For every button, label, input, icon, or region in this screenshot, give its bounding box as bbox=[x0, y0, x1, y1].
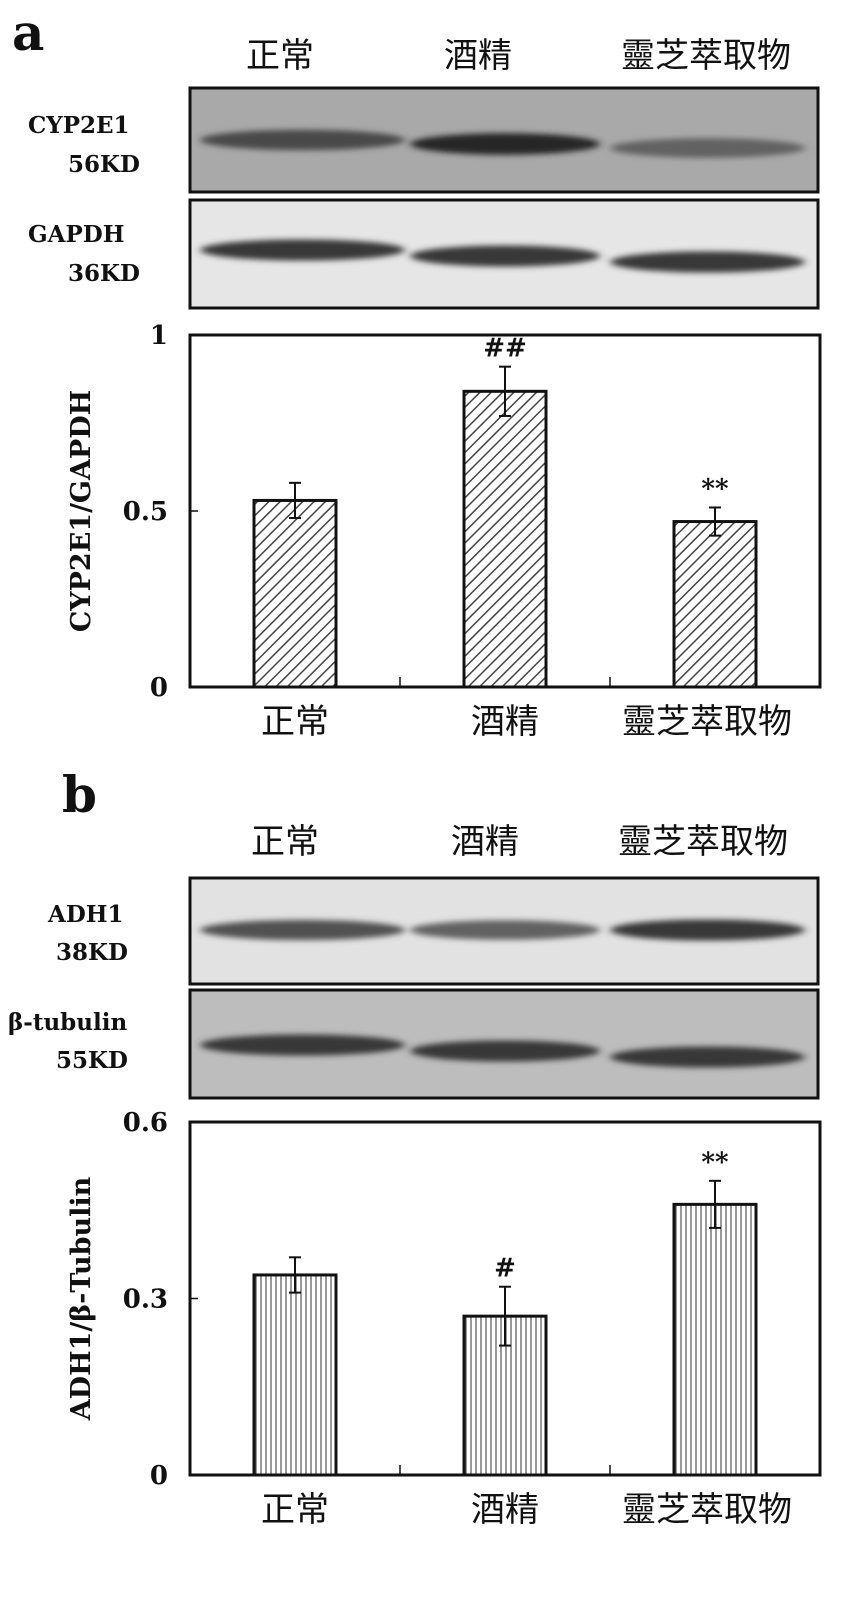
lane-labels-b: 正常 酒精 靈芝萃取物 bbox=[251, 822, 788, 862]
protein-band bbox=[200, 239, 405, 261]
bar-chart-b: 0 0.3 0.6 ADH1/β-Tubulin 正常 # 酒精 ** 靈芝萃取物 bbox=[66, 1108, 822, 1530]
lane-label: 靈芝萃取物 bbox=[621, 36, 791, 76]
lane-label: 酒精 bbox=[451, 822, 519, 862]
x-tick-label: 酒精 bbox=[471, 1490, 539, 1530]
y-tick-label: 0 bbox=[150, 673, 168, 703]
protein-band bbox=[610, 251, 805, 273]
blot-protein-label: ADH1 bbox=[47, 901, 124, 928]
blot-adh1 bbox=[188, 876, 820, 986]
bar-chart-a: 0 0.5 1 CYP2E1/GAPDH 正常 ## 酒精 ** 靈芝萃取物 bbox=[66, 321, 822, 742]
panel-letter-b: b bbox=[62, 765, 97, 824]
bar bbox=[462, 389, 548, 689]
blot-size-label: 55KD bbox=[56, 1047, 128, 1074]
protein-band bbox=[410, 245, 600, 267]
blot-beta-tubulin bbox=[188, 988, 820, 1100]
blot-size-label: 56KD bbox=[68, 151, 140, 178]
y-tick-label: 0.5 bbox=[123, 497, 168, 527]
bar bbox=[252, 498, 338, 689]
lane-label: 靈芝萃取物 bbox=[618, 822, 788, 862]
x-tick-label: 靈芝萃取物 bbox=[622, 1490, 792, 1530]
protein-band bbox=[410, 1040, 600, 1062]
x-tick-label: 正常 bbox=[261, 1490, 329, 1530]
protein-band bbox=[410, 920, 600, 940]
blot-gapdh bbox=[188, 198, 820, 310]
protein-band bbox=[200, 919, 405, 941]
lane-label: 正常 bbox=[251, 822, 319, 862]
blot-size-label: 38KD bbox=[56, 939, 128, 966]
blot-protein-label: β-tubulin bbox=[8, 1009, 127, 1036]
bar bbox=[672, 520, 758, 689]
y-tick-label: 1 bbox=[150, 321, 168, 351]
lane-label: 正常 bbox=[246, 36, 314, 76]
significance-mark: ** bbox=[701, 474, 729, 504]
blot-size-label: 36KD bbox=[68, 260, 140, 287]
panel-letter-a: a bbox=[12, 3, 44, 62]
x-tick-label: 正常 bbox=[261, 702, 329, 742]
bar bbox=[672, 1202, 758, 1477]
y-axis-label: CYP2E1/GAPDH bbox=[66, 390, 97, 632]
lane-labels-a: 正常 酒精 靈芝萃取物 bbox=[246, 36, 791, 76]
significance-mark: ** bbox=[701, 1148, 729, 1178]
x-tick-label: 靈芝萃取物 bbox=[622, 702, 792, 742]
protein-band bbox=[610, 138, 805, 158]
protein-band bbox=[610, 1046, 805, 1068]
protein-band bbox=[200, 129, 405, 151]
significance-mark: # bbox=[494, 1254, 516, 1284]
bar bbox=[252, 1273, 338, 1477]
y-tick-label: 0.3 bbox=[123, 1285, 168, 1315]
y-axis-label: ADH1/β-Tubulin bbox=[66, 1176, 97, 1421]
blot-protein-label: GAPDH bbox=[28, 221, 124, 248]
protein-band bbox=[610, 919, 805, 941]
blot-protein-label: CYP2E1 bbox=[28, 112, 130, 139]
y-tick-label: 0.6 bbox=[123, 1108, 168, 1138]
blot-cyp2e1 bbox=[188, 86, 820, 194]
x-tick-label: 酒精 bbox=[471, 702, 539, 742]
protein-band bbox=[200, 1034, 405, 1056]
protein-band bbox=[410, 133, 600, 155]
significance-mark: ## bbox=[483, 334, 527, 364]
lane-label: 酒精 bbox=[444, 36, 512, 76]
y-tick-label: 0 bbox=[150, 1461, 168, 1491]
